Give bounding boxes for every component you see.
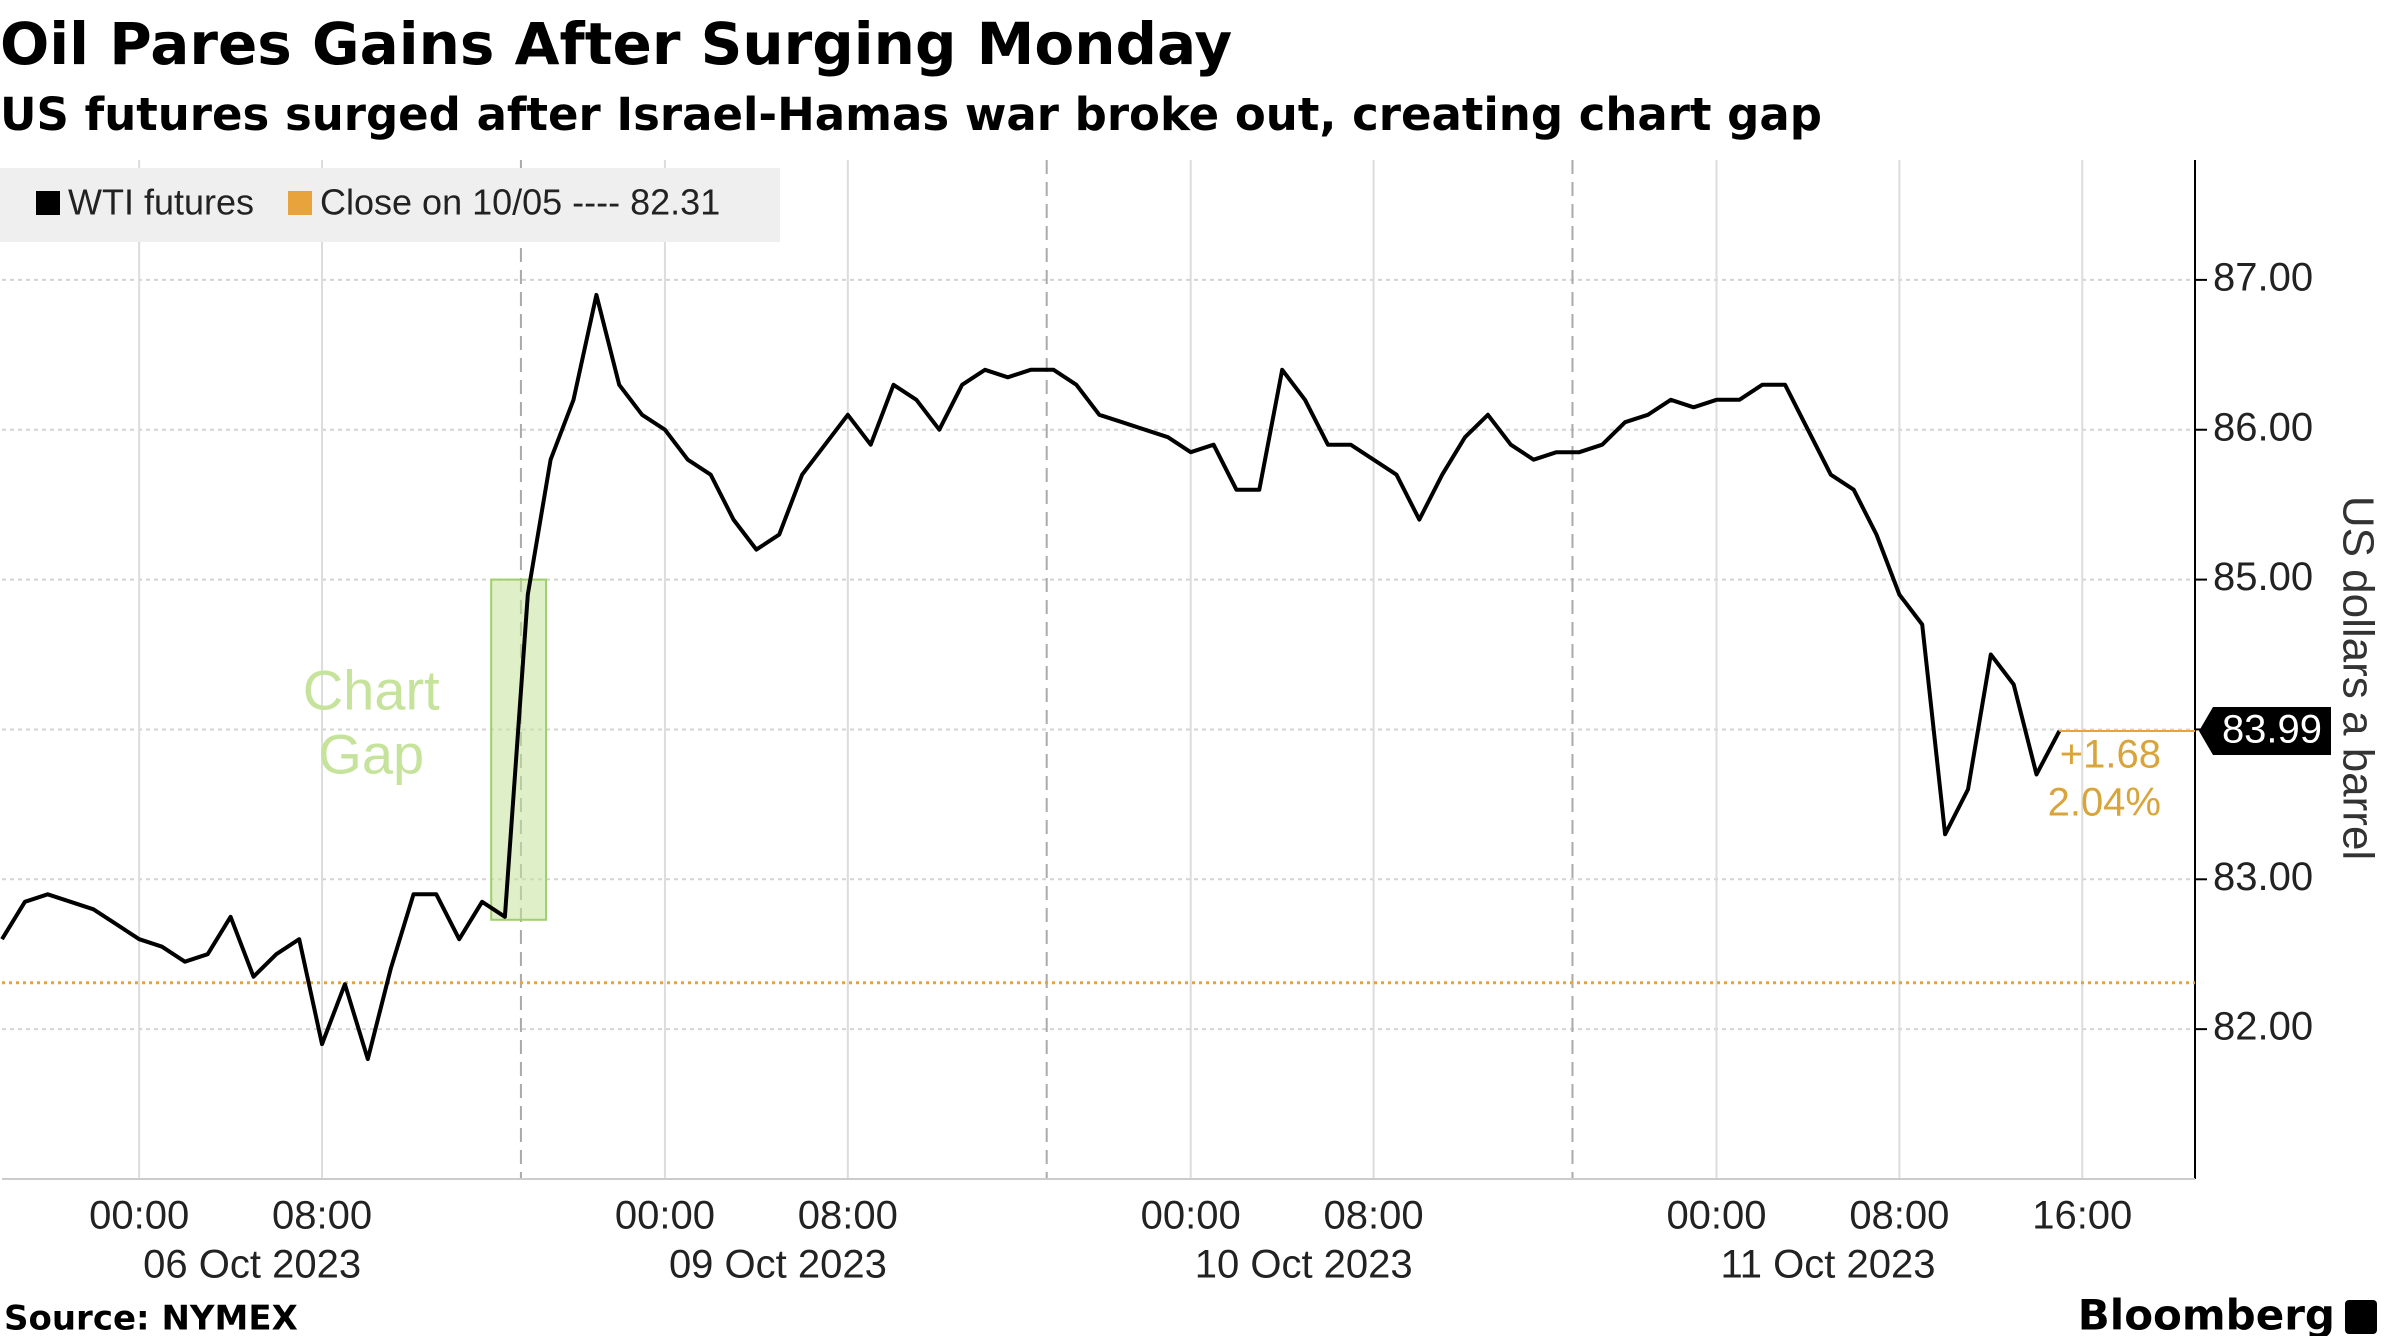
- x-tick-label: 00:00: [615, 1194, 715, 1238]
- x-tick-label: 00:00: [1666, 1194, 1766, 1238]
- x-tick-label: 08:00: [798, 1194, 898, 1238]
- y-tick-label: 85.00: [2213, 555, 2313, 599]
- change-label: +1.68: [2060, 733, 2161, 777]
- x-group-label: 11 Oct 2023: [1721, 1243, 1936, 1287]
- x-group-label: 06 Oct 2023: [143, 1243, 361, 1287]
- y-tick-label: 83.00: [2213, 855, 2313, 899]
- x-tick-label: 00:00: [89, 1194, 189, 1238]
- change-pct-label: 2.04%: [2048, 781, 2161, 825]
- gap-label: Chart: [303, 658, 440, 721]
- legend-swatch: [288, 191, 312, 215]
- series-line: [0, 292, 2062, 1062]
- chart-subtitle: US futures surged after Israel-Hamas war…: [0, 88, 1822, 141]
- legend-bg: [0, 168, 780, 242]
- legend-swatch: [36, 191, 60, 215]
- x-tick-label: 08:00: [1324, 1194, 1424, 1238]
- chart-title: Oil Pares Gains After Surging Monday: [0, 10, 1232, 78]
- y-axis-title: US dollars a barrel: [2333, 496, 2382, 860]
- source: Source: NYMEX: [4, 1299, 298, 1336]
- x-group-label: 09 Oct 2023: [669, 1243, 887, 1287]
- y-tick-label: 82.00: [2213, 1005, 2313, 1049]
- x-group-label: 10 Oct 2023: [1195, 1243, 1413, 1287]
- x-tick-label: 08:00: [1849, 1194, 1949, 1238]
- x-tick-label: 16:00: [2032, 1194, 2132, 1238]
- brand: Bloomberg: [2078, 1291, 2335, 1336]
- last-value-box: [2199, 706, 2331, 755]
- x-tick-label: 08:00: [272, 1194, 372, 1238]
- y-tick-label: 86.00: [2213, 405, 2313, 449]
- legend-label: Close on 10/05 ---- 82.31: [320, 182, 720, 223]
- brand-icon: [2345, 1300, 2377, 1334]
- legend-label: WTI futures: [68, 182, 254, 223]
- y-tick-label: 87.00: [2213, 255, 2313, 299]
- x-tick-label: 00:00: [1141, 1194, 1241, 1238]
- last-value-label: 83.99: [2222, 708, 2322, 752]
- gap-label: Gap: [318, 722, 424, 785]
